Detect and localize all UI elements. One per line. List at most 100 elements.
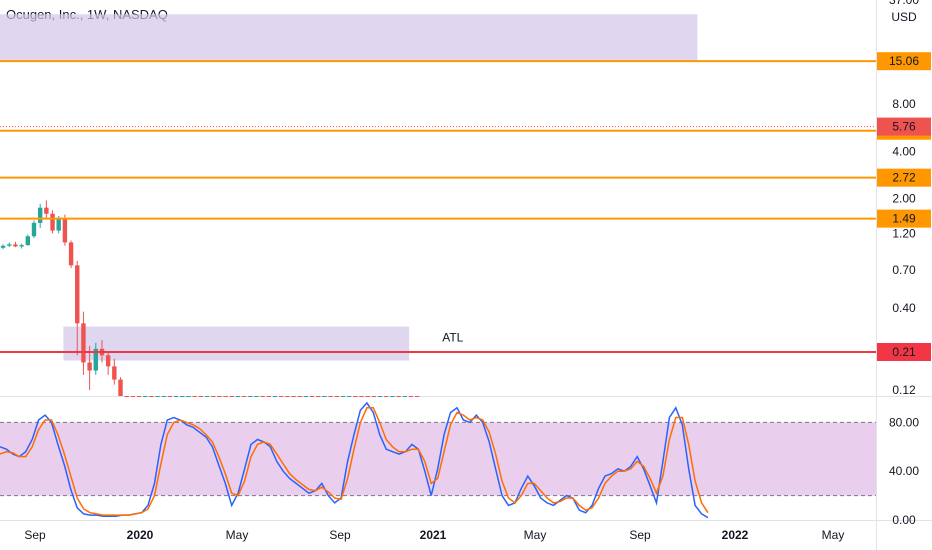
candle-body (291, 396, 296, 397)
price-tick-2: 4.00 (892, 144, 916, 158)
candle-body (328, 396, 333, 397)
candle-body (204, 396, 210, 397)
candle-body (390, 396, 395, 397)
date-tick-8: May (822, 528, 845, 542)
candle-body (365, 396, 370, 397)
candle-body (285, 396, 290, 397)
currency-label: USD (891, 10, 917, 24)
osc-tick-1: 40.00 (889, 464, 919, 478)
candle-body (0, 245, 6, 248)
candle-body (198, 396, 204, 397)
date-tick-1: 2020 (127, 528, 154, 542)
candle-body (87, 362, 92, 371)
annotation-atl: ATL (442, 330, 463, 344)
candle-body (130, 396, 136, 397)
date-tick-7: 2022 (722, 528, 749, 542)
price-tick-4: 1.20 (892, 226, 916, 240)
candle-body (309, 396, 315, 397)
candle-body (173, 396, 179, 397)
candle-body (7, 244, 12, 246)
candle-body (155, 396, 160, 397)
level-label-bg-4 (877, 342, 931, 361)
candle-body (414, 396, 420, 397)
candle-body (322, 396, 327, 397)
candle-body (316, 396, 321, 397)
candle-body (118, 379, 123, 396)
osc-tick-0: 80.00 (889, 415, 919, 429)
date-tick-0: Sep (24, 528, 46, 542)
level-label-bg-0 (877, 52, 931, 71)
date-tick-6: Sep (629, 528, 651, 542)
candle-body (408, 396, 414, 397)
candle-body (340, 396, 346, 397)
candle-body (396, 396, 401, 397)
date-tick-2: May (226, 528, 249, 542)
candle-body (229, 396, 234, 397)
candle-body (93, 348, 98, 371)
candle-body (13, 244, 18, 247)
candle-body (19, 245, 24, 247)
osc-band (0, 422, 876, 496)
candle-body (402, 396, 407, 397)
candle-body (266, 396, 272, 397)
level-label-bg-3 (877, 209, 931, 228)
osc-tick-2: 0.00 (892, 513, 916, 527)
candle-body (161, 396, 166, 397)
candle-body (136, 396, 142, 397)
level-label-bg-2 (877, 168, 931, 187)
candle-body (31, 222, 37, 237)
zone-rect-1 (63, 326, 410, 361)
candle-body (272, 396, 278, 397)
candle-body (217, 396, 222, 397)
candle-body (143, 396, 148, 397)
price-tick-7: 0.12 (892, 383, 916, 397)
date-tick-5: May (524, 528, 547, 542)
price-tick-0: 37.00 (889, 0, 919, 7)
candle-body (303, 396, 309, 397)
candle-body (105, 355, 111, 367)
candle-body (211, 396, 216, 397)
candle-body (50, 213, 55, 231)
candle-body (44, 207, 49, 214)
date-tick-4: 2021 (420, 528, 447, 542)
level-label-0: 15.06 (889, 54, 919, 68)
candle-body (346, 396, 352, 397)
candle-body (62, 218, 68, 243)
candle-body (149, 396, 154, 397)
candle-body (254, 396, 259, 397)
current-price-label: 5.76 (892, 120, 916, 134)
candle-body (248, 396, 253, 397)
candle-body (334, 396, 340, 397)
level-label-2: 2.72 (892, 171, 916, 185)
candle-body (278, 396, 284, 397)
candle-body (124, 396, 129, 397)
price-tick-1: 8.00 (892, 97, 916, 111)
candle-body (353, 396, 358, 397)
candle-body (37, 207, 43, 223)
candle-body (359, 396, 364, 397)
candle-body (112, 366, 117, 380)
level-label-3: 1.49 (892, 212, 916, 226)
osc-series-1 (0, 407, 709, 516)
candle-body (371, 396, 377, 397)
candle-body (223, 396, 228, 397)
candle-body (167, 396, 173, 397)
candle-body (186, 396, 191, 397)
candle-body (192, 396, 197, 397)
candle-body (241, 396, 247, 397)
candle-body (56, 218, 61, 231)
zone-rect-0 (0, 14, 698, 62)
current-price-label-bg (877, 117, 931, 136)
level-label-4: 0.21 (892, 345, 916, 359)
candle-body (25, 236, 31, 246)
candle-body (180, 396, 185, 397)
candle-body (68, 242, 74, 266)
price-tick-3: 2.00 (892, 192, 916, 206)
candle-body (260, 396, 265, 397)
date-tick-3: Sep (329, 528, 351, 542)
candle-body (377, 396, 383, 397)
candle-body (81, 323, 86, 363)
candle-body (75, 265, 80, 324)
candle-body (235, 396, 241, 397)
